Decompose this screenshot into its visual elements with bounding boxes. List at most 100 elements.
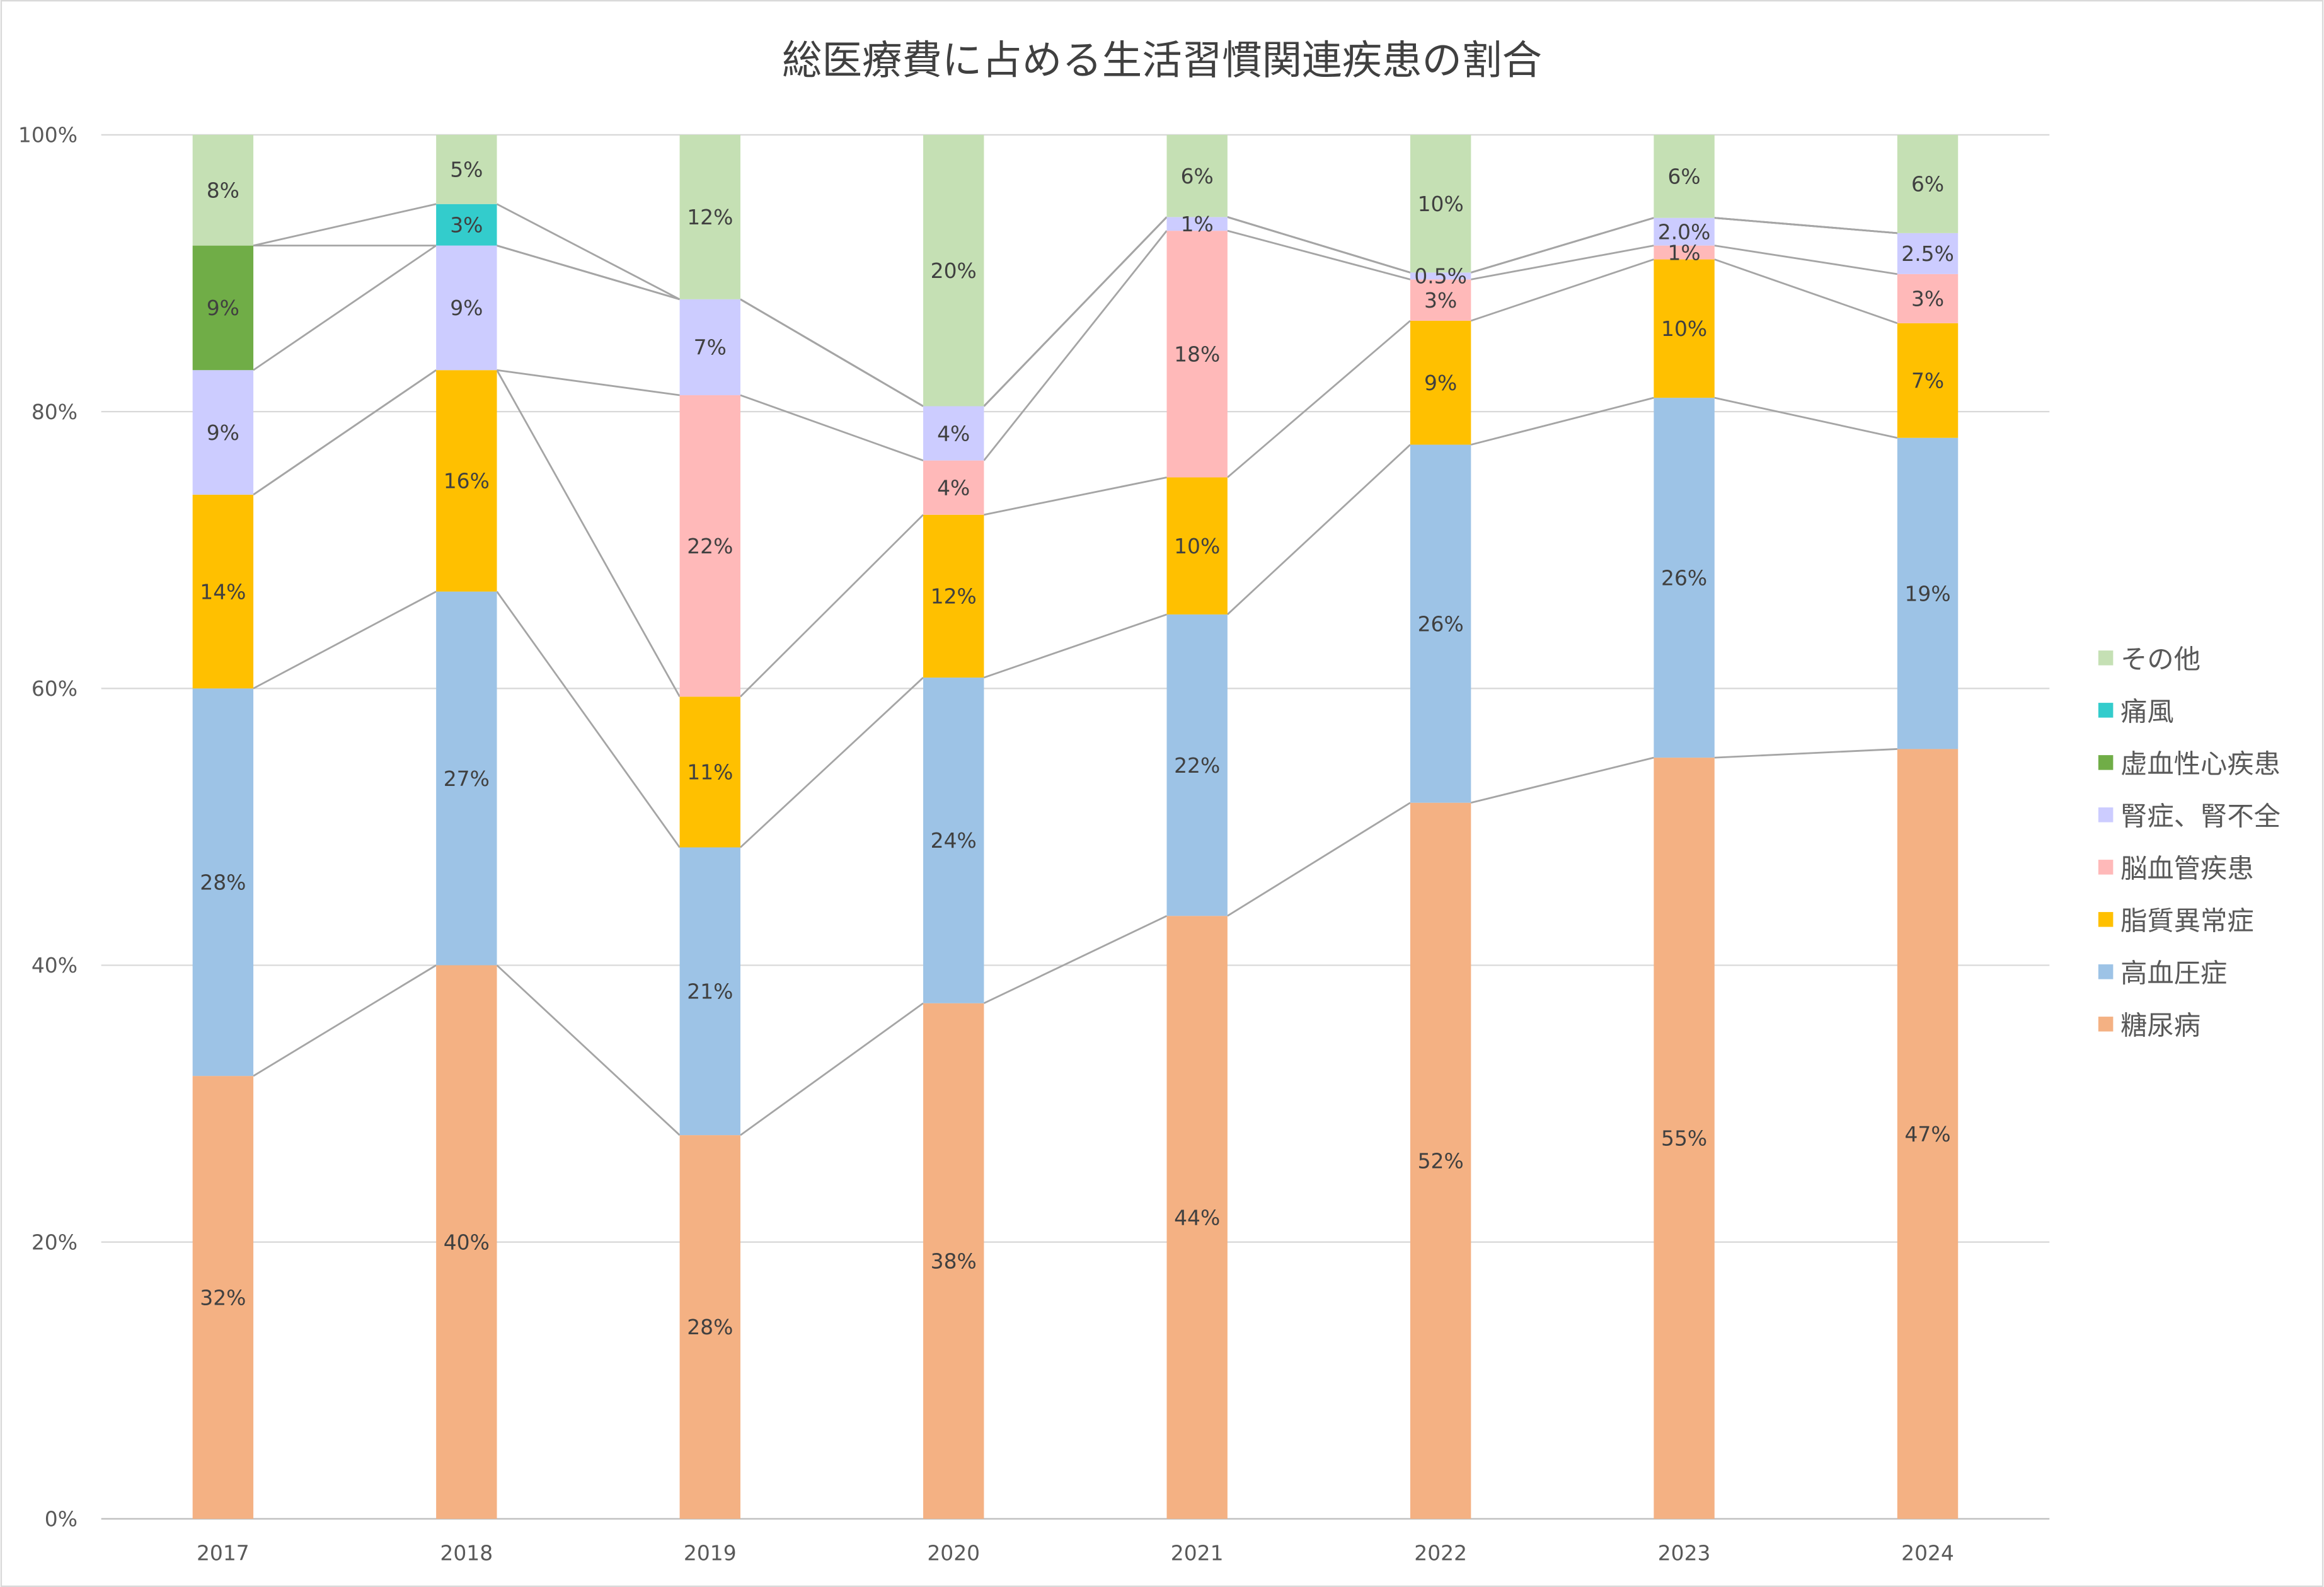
- bar-segment: [1897, 323, 1959, 438]
- legend-swatch: [2098, 650, 2114, 666]
- series-line: [253, 369, 437, 496]
- legend-swatch: [2098, 912, 2114, 927]
- series-line: [983, 216, 1168, 407]
- series-line: [1714, 217, 1897, 234]
- bar-segment: [923, 460, 984, 515]
- data-label: 9%: [207, 296, 239, 320]
- data-label: 2.0%: [1658, 219, 1711, 244]
- data-label: 27%: [444, 766, 490, 791]
- series-line: [496, 369, 681, 698]
- series-line: [1714, 748, 1897, 759]
- data-label: 52%: [1418, 1149, 1464, 1174]
- bar-segment: [1654, 217, 1715, 246]
- bar-segment: [1410, 134, 1471, 273]
- bar-segment: [436, 204, 497, 246]
- bar-segment: [923, 678, 984, 1003]
- bar-segment: [679, 1135, 740, 1519]
- data-label: 7%: [694, 335, 727, 360]
- data-label: 32%: [200, 1285, 246, 1310]
- series-line: [983, 230, 1168, 461]
- legend-swatch: [2098, 755, 2114, 770]
- bar-segment: [436, 245, 497, 371]
- data-label: 14%: [200, 579, 246, 604]
- data-label: 0.5%: [1414, 264, 1467, 289]
- bar-segment: [679, 847, 740, 1136]
- bar-segment: [1410, 320, 1471, 445]
- bar-segment: [923, 406, 984, 461]
- x-tick-label: 2023: [1658, 1541, 1711, 1566]
- bar-segment: [1166, 916, 1228, 1519]
- series-line: [1471, 756, 1654, 804]
- series-line: [740, 298, 924, 407]
- bar-segment: [1410, 802, 1471, 1519]
- series-line: [253, 964, 437, 1077]
- data-label: 20%: [931, 258, 977, 283]
- bar-segment: [1654, 245, 1715, 260]
- data-labels: 32% 28% 14% 9% 9% 8% 40% 27% 16% 9% 3% 5% 28% 21% 11% 2…: [200, 158, 1954, 1340]
- series-line: [253, 245, 437, 371]
- data-label: 11%: [687, 760, 733, 785]
- series-line: [1226, 320, 1411, 478]
- data-label: 55%: [1661, 1126, 1707, 1151]
- legend-label: 高血圧症: [2120, 957, 2227, 988]
- data-label: 12%: [687, 205, 733, 229]
- x-tick-label: 2018: [440, 1541, 493, 1566]
- series-line: [983, 613, 1167, 679]
- data-label: 6%: [1181, 164, 1214, 188]
- series-line: [1714, 396, 1898, 439]
- data-label: 1%: [1667, 240, 1700, 265]
- data-label: 9%: [207, 420, 239, 445]
- bar-segment: [436, 965, 497, 1519]
- data-label: 24%: [931, 828, 977, 853]
- axes: 0% 20% 40% 60% 80% 100% 2017 2018 2019 2020 2021 20…: [18, 123, 1954, 1566]
- data-label: 8%: [207, 178, 239, 203]
- data-label: 40%: [444, 1230, 490, 1254]
- series-line: [740, 394, 924, 461]
- data-label: 6%: [1911, 172, 1944, 197]
- bar-segment: [923, 134, 984, 407]
- data-label: 26%: [1418, 611, 1464, 636]
- series-line: [1227, 216, 1411, 274]
- data-label: 44%: [1174, 1205, 1220, 1230]
- x-tick-label: 2017: [197, 1541, 250, 1566]
- series-line: [497, 245, 680, 301]
- bar-segment: [1897, 749, 1959, 1519]
- bar-segment: [923, 1003, 984, 1519]
- legend-label: 腎症、腎不全: [2120, 800, 2281, 831]
- series-line: [253, 591, 437, 690]
- legend-swatch: [2098, 703, 2114, 718]
- legend-swatch: [2098, 807, 2114, 822]
- data-label: 38%: [931, 1249, 977, 1274]
- legend-swatch: [2098, 964, 2114, 979]
- bar-segment: [192, 245, 254, 371]
- legend-swatch: [2098, 860, 2114, 875]
- series-line: [497, 369, 680, 396]
- data-label: 7%: [1911, 369, 1944, 393]
- series-line: [1227, 802, 1411, 917]
- series-line: [1226, 444, 1411, 615]
- y-tick-label: 100%: [18, 123, 78, 147]
- data-label: 3%: [1911, 287, 1944, 311]
- data-label: 10%: [1661, 316, 1707, 341]
- chart-title: 総医療費に占める生活習慣関連疾患の割合: [782, 37, 1542, 84]
- legend-label: 脳血管疾患: [2120, 853, 2253, 884]
- gridlines: [101, 134, 2050, 1520]
- data-label: 3%: [450, 212, 483, 237]
- bar-segment: [1897, 274, 1959, 323]
- legend-label: その他: [2120, 643, 2200, 674]
- x-tick-label: 2020: [927, 1541, 980, 1566]
- series-line: [1470, 217, 1654, 274]
- data-label: 2.5%: [1901, 241, 1954, 266]
- data-label: 5%: [450, 158, 483, 182]
- y-tick-label: 80%: [32, 400, 78, 424]
- bars: [192, 134, 1959, 1519]
- data-label: 22%: [1174, 753, 1220, 778]
- bar-segment: [436, 134, 497, 204]
- data-label: 4%: [937, 475, 970, 500]
- data-label: 22%: [687, 534, 733, 558]
- y-tick-label: 0%: [45, 1507, 78, 1532]
- x-tick-label: 2019: [684, 1541, 737, 1566]
- x-tick-label: 2021: [1171, 1541, 1224, 1566]
